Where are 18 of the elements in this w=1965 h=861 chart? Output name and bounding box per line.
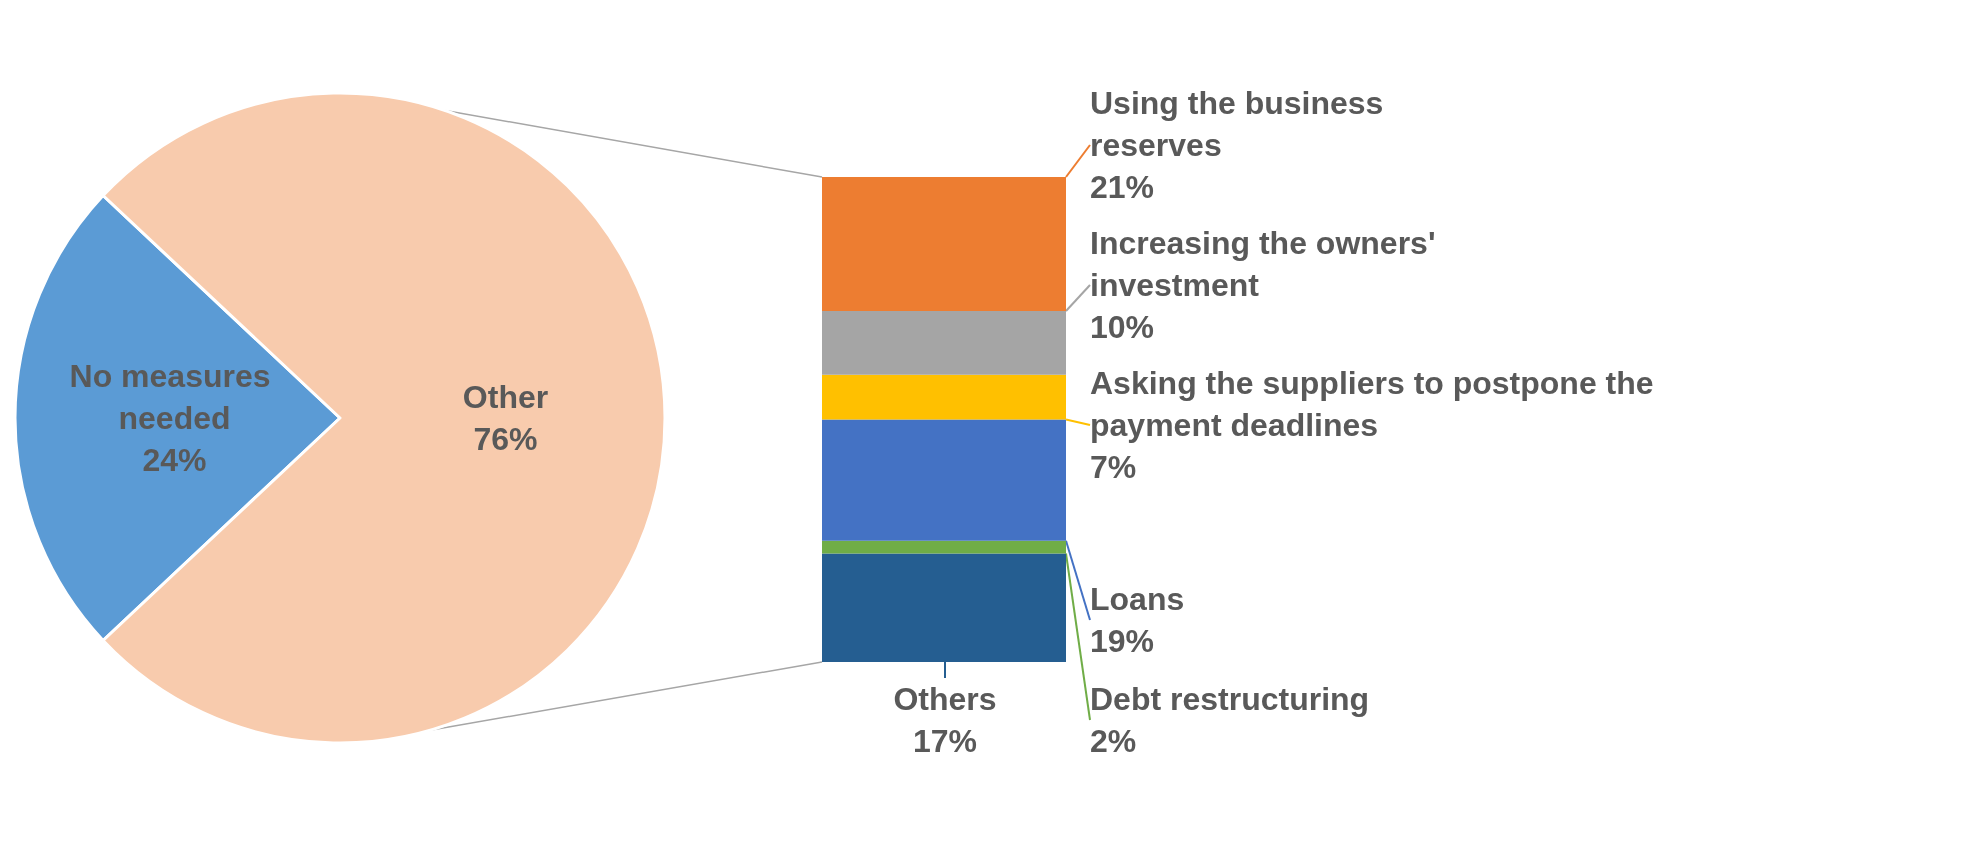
slice-label: No measures needed: [69, 358, 280, 436]
series-label: Using the business reserves: [1090, 85, 1393, 163]
series-label: Loans: [1090, 581, 1185, 617]
series-label: Increasing the owners' investment: [1090, 225, 1445, 303]
data-label: 17%: [912, 723, 978, 759]
bar: [822, 311, 1066, 375]
data-label: 21%: [1090, 169, 1155, 205]
data-label: 76%: [473, 421, 538, 457]
text: Debt restructuring: [1090, 681, 1370, 717]
bar: [822, 419, 1066, 541]
data-label: 7%: [1090, 449, 1137, 485]
data-label: 19%: [1090, 623, 1155, 659]
data-label: 2%: [1090, 723, 1137, 759]
data-label: 24%: [142, 442, 207, 478]
series-label: Asking the suppliers to postpone the payment deadlines: [1090, 365, 1663, 443]
slice-label: Other: [462, 379, 549, 415]
legend-label: Others: [893, 681, 997, 717]
data-label: 10%: [1090, 309, 1155, 345]
